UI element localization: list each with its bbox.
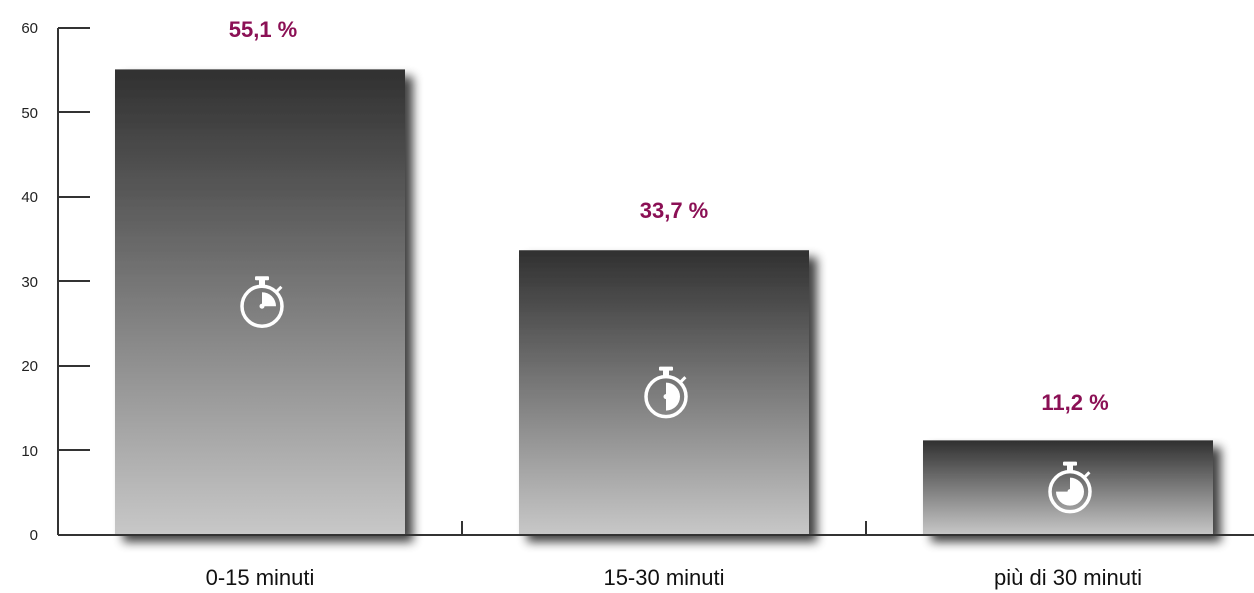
bar-1 xyxy=(115,69,405,535)
value-label: 33,7 % xyxy=(640,198,709,223)
y-axis-tick-labels: 0 10 20 30 40 50 60 xyxy=(21,20,38,544)
bar-2 xyxy=(519,250,809,536)
value-labels: 55,1 % 33,7 % 11,2 % xyxy=(229,17,1109,415)
y-tick-label: 50 xyxy=(21,105,38,122)
y-axis xyxy=(57,27,90,536)
y-tick-label: 30 xyxy=(21,274,38,291)
y-tick-label: 0 xyxy=(30,527,38,544)
value-label: 55,1 % xyxy=(229,17,298,42)
bars-group xyxy=(115,69,1213,536)
y-tick-label: 10 xyxy=(21,443,38,460)
stopwatch-quarter-icon xyxy=(240,276,284,328)
value-label: 11,2 % xyxy=(1041,390,1108,415)
category-label: 0-15 minuti xyxy=(206,565,315,590)
stopwatch-half-icon xyxy=(644,366,688,419)
category-label: più di 30 minuti xyxy=(994,565,1142,590)
y-tick-label: 60 xyxy=(21,20,38,37)
stopwatch-three-quarter-icon xyxy=(1048,461,1092,514)
y-tick-label: 20 xyxy=(21,358,38,375)
bar-3 xyxy=(923,440,1213,535)
y-tick-label: 40 xyxy=(21,189,38,206)
category-label: 15-30 minuti xyxy=(603,565,724,590)
x-axis-category-labels: 0-15 minuti 15-30 minuti più di 30 minut… xyxy=(206,565,1142,590)
x-axis xyxy=(58,521,1254,536)
